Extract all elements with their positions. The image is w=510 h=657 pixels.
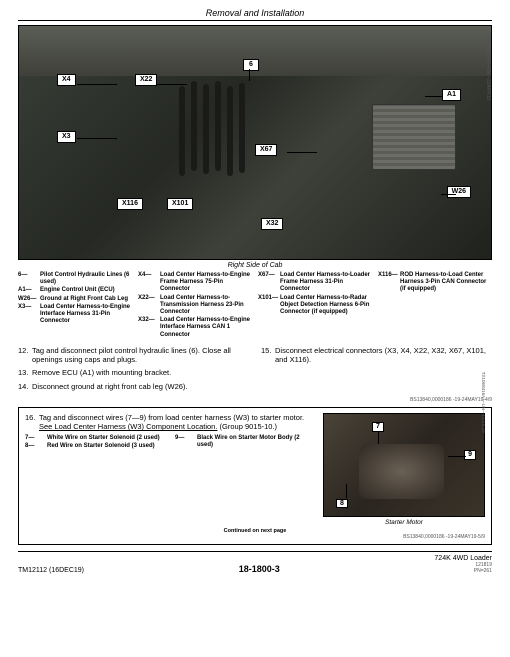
figure-cab-right-side: X4 X22 6 X3 A1 X67 X116 X101 X32 W26 [18,25,492,260]
ecu-graphic [372,104,456,170]
page-footer: TM12112 (16DEC19) 18-1800-3 724K 4WD Loa… [18,551,492,574]
small-id-2: BS13840,0000186 -19-24MAY19-5/9 [25,534,485,540]
callout-a1: A1 [442,89,461,101]
callout-x4: X4 [57,74,76,86]
callout-x67: X67 [255,144,277,156]
footer-left: TM12112 (16DEC19) [18,567,84,574]
small-id-1: BS13840,0000186 -19-24MAY19-4/9 [18,397,492,403]
legend-item: X101—Load Center Harness-to-Radar Object… [258,295,372,317]
callout-w26: W26 [447,186,471,198]
callout-8: 8 [336,499,348,509]
step16-text: Tag and disconnect wires (7—9) from load… [39,413,315,431]
figure1-caption: Right Side of Cab [18,262,492,269]
legend-item: 6—Pilot Control Hydraulic Lines (6 used) [18,272,132,286]
footer-pn: PN=261 [434,568,492,574]
step16-box: 16. Tag and disconnect wires (7—9) from … [18,407,492,545]
callout-9: 9 [464,450,476,460]
callout-6: 6 [243,59,259,71]
legend-item: X22—Load Center Harness-to-Transmission … [138,295,252,317]
legend-item: X67—Load Center Harness-to-Loader Frame … [258,272,372,294]
figure2-side-code: TX1068416A —UN—13JUL10 [481,372,486,433]
legend-main: 6—Pilot Control Hydraulic Lines (6 used)… [18,272,492,340]
callout-x22: X22 [135,74,157,86]
callout-x116: X116 [117,198,143,210]
callout-x32: X32 [261,218,283,230]
footer-right-title: 724K 4WD Loader [434,555,492,562]
step16-num: 16. [25,413,39,431]
divider-top [18,20,492,21]
legend-item: 9—Black Wire on Starter Motor Body (2 us… [175,435,315,449]
step16-link: See Load Center Harness (W3) Component L… [39,422,217,431]
step-item: 12.Tag and disconnect pilot control hydr… [18,346,249,365]
step-item: 13.Remove ECU (A1) with mounting bracket… [18,368,249,377]
step-item: 14.Disconnect ground at right front cab … [18,382,249,391]
figure1-side-code: TX1066625A —UN—22APR10 [485,32,491,101]
steps-row: 12.Tag and disconnect pilot control hydr… [18,346,492,396]
legend-item: X116—ROD Harness-to-Load Center Harness … [378,272,492,294]
footer-center: 18-1800-3 [239,564,280,574]
section-title: Removal and Installation [18,8,492,18]
step-item: 15.Disconnect electrical connectors (X3,… [261,346,492,365]
legend-item: X3—Load Center Harness-to-Engine Interfa… [18,304,132,326]
legend-item: 7—White Wire on Starter Solenoid (2 used… [25,435,165,442]
figure2-caption: Starter Motor [323,519,485,526]
figure-starter-motor: 7 9 8 [323,413,485,517]
legend-item: X32—Load Center Harness-to-Engine Interf… [138,317,252,339]
callout-x101: X101 [167,198,193,210]
legend-item: A1—Engine Control Unit (ECU) [18,287,132,294]
legend-item: 8—Red Wire on Starter Solenoid (3 used) [25,443,165,450]
legend-item: W26—Ground at Right Front Cab Leg [18,296,132,303]
legend-item: X4—Load Center Harness-to-Engine Frame H… [138,272,252,294]
callout-x3: X3 [57,131,76,143]
callout-7: 7 [372,422,384,432]
